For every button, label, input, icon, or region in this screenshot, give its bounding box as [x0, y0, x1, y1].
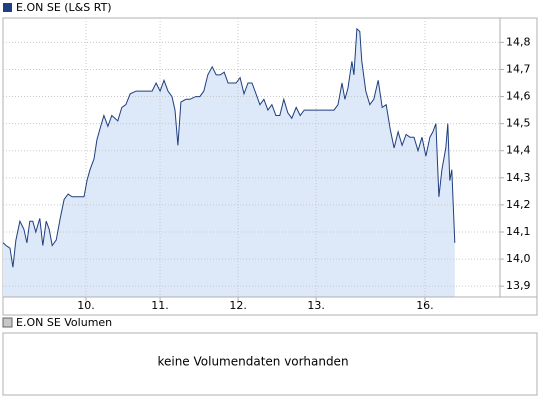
y-tick-label: 13,9	[506, 279, 531, 292]
legend-swatch	[3, 3, 12, 12]
y-tick-label: 14,0	[506, 252, 531, 265]
volume-legend-swatch	[2, 317, 13, 328]
x-tick-label: 13.	[307, 299, 325, 312]
volume-legend-label: E.ON SE Volumen	[16, 316, 112, 329]
y-tick-label: 14,2	[506, 198, 531, 211]
y-tick-label: 14,1	[506, 225, 531, 238]
volume-frame	[2, 332, 538, 396]
legend-label: E.ON SE (L&S RT)	[16, 1, 112, 14]
x-tick-label: 16.	[416, 299, 434, 312]
y-tick-label: 14,7	[506, 62, 531, 75]
x-tick-label: 11.	[151, 299, 169, 312]
x-tick-label: 12.	[229, 299, 247, 312]
x-tick-label: 10.	[77, 299, 95, 312]
volume-message: keine Volumendaten vorhanden	[157, 355, 348, 369]
y-tick-label: 14,3	[506, 171, 531, 184]
y-tick-label: 14,5	[506, 117, 531, 130]
price-line	[2, 27, 456, 268]
y-tick-label: 14,4	[506, 144, 531, 157]
y-tick-label: 14,8	[506, 35, 531, 48]
area-fill	[3, 28, 455, 298]
y-tick-label: 14,6	[506, 90, 531, 103]
